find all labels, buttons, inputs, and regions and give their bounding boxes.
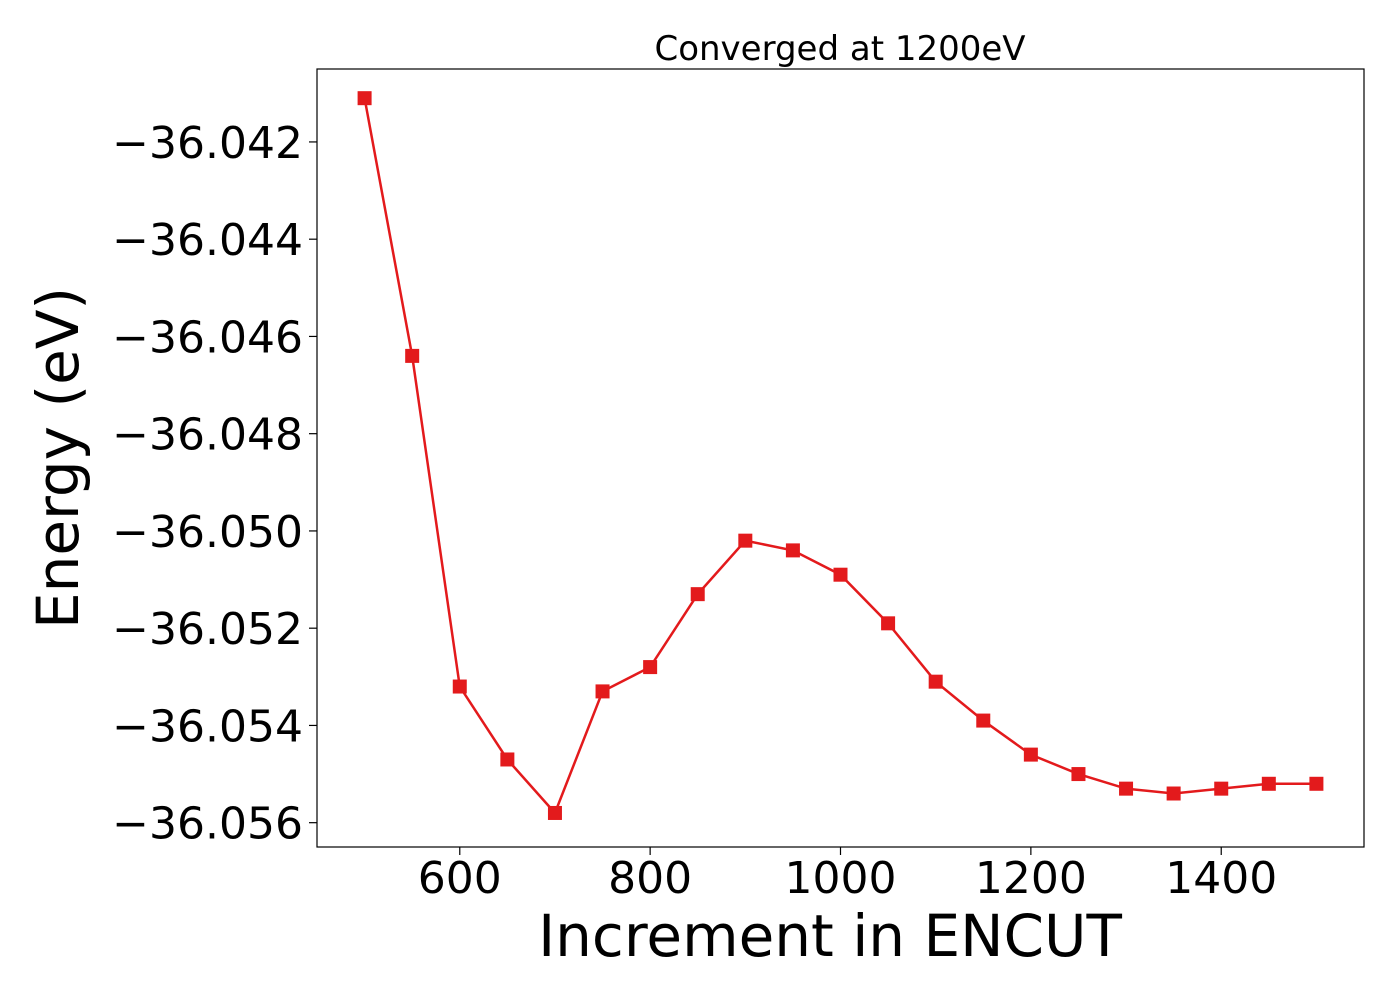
y-tick-label: −36.054 <box>112 701 303 752</box>
data-point-marker <box>1119 781 1134 796</box>
y-tick-label: −36.056 <box>112 799 303 850</box>
data-point-marker <box>500 752 515 767</box>
data-point-marker <box>928 674 943 689</box>
data-point-marker <box>833 567 848 582</box>
data-point-marker <box>976 713 991 728</box>
x-tick-label: 1200 <box>975 853 1087 904</box>
data-point-marker <box>595 684 610 699</box>
data-point-marker <box>405 348 420 363</box>
data-point-marker <box>1214 781 1229 796</box>
data-point-marker <box>690 587 705 602</box>
data-point-marker <box>1023 747 1038 762</box>
y-tick-label: −36.046 <box>112 312 303 363</box>
data-point-marker <box>452 679 467 694</box>
y-tick-label: −36.048 <box>112 410 303 461</box>
x-axis: 600 800 1000 1200 1400 <box>418 847 1277 904</box>
x-tick-label: 1000 <box>785 853 897 904</box>
x-tick-label: 1400 <box>1165 853 1277 904</box>
series-energy <box>357 91 1324 820</box>
x-tick-label: 800 <box>608 853 692 904</box>
plot-area-frame <box>316 68 1365 848</box>
y-tick-label: −36.050 <box>112 507 303 558</box>
data-point-marker <box>547 805 562 820</box>
data-point-marker <box>1071 767 1086 782</box>
y-tick-label: −36.044 <box>112 215 303 266</box>
data-point-marker <box>738 533 753 548</box>
y-axis-label: Energy (eV) <box>24 287 92 629</box>
y-tick-label: −36.052 <box>112 604 303 655</box>
data-point-marker <box>1166 786 1181 801</box>
data-point-marker <box>1261 776 1276 791</box>
data-point-marker <box>785 543 800 558</box>
data-point-marker <box>881 616 896 631</box>
x-tick-label: 600 <box>418 853 502 904</box>
data-point-marker <box>1309 776 1324 791</box>
y-tick-label: −36.042 <box>112 118 303 169</box>
data-point-marker <box>357 91 372 106</box>
chart-title: Converged at 1200eV <box>654 29 1025 69</box>
series-line <box>363 97 1317 816</box>
data-point-marker <box>643 660 658 675</box>
x-axis-label: Increment in ENCUT <box>538 902 1122 970</box>
y-axis: −36.042 −36.044 −36.046 −36.048 −36.050 −36.0… <box>112 118 317 850</box>
